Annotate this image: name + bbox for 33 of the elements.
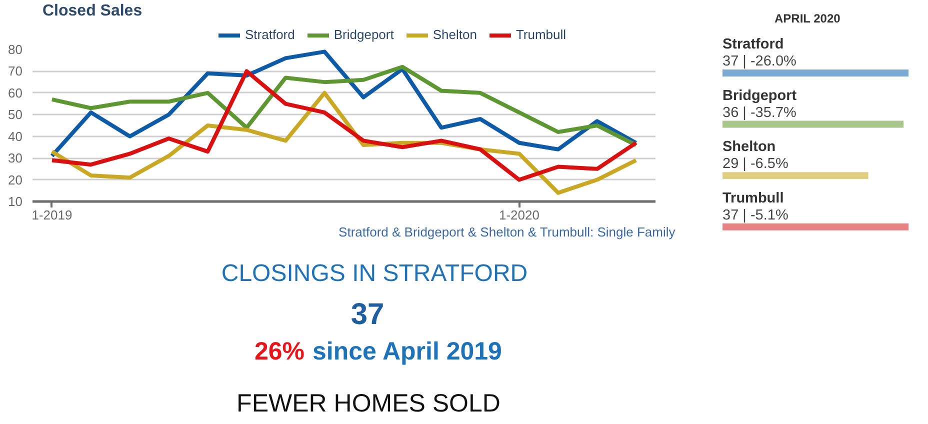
y-tick-label: 30 — [8, 150, 23, 166]
data-label: 29 | -6.5% — [722, 156, 788, 172]
x-tick-label: 1-2019 — [32, 208, 72, 222]
line-series — [50, 69, 638, 182]
data-label: 37 | -5.1% — [722, 207, 788, 224]
text: since April 2019 — [312, 338, 502, 366]
data-label: 37 | -26.0% — [722, 54, 796, 70]
y-tick-label: Trumbull — [722, 190, 784, 206]
chart-title: Closed Sales — [42, 2, 142, 20]
text: CLOSINGS IN STRATFORD — [221, 260, 528, 287]
x-tick-label: 1-2020 — [498, 208, 540, 222]
y-tick-label: Bridgeport — [722, 88, 797, 104]
text: 37 — [350, 298, 384, 331]
y-tick-label: 50 — [8, 107, 23, 122]
y-tick-label: Stratford — [722, 36, 784, 52]
y-tick-label: 70 — [8, 64, 23, 79]
data-label: 36 | -35.7% — [722, 104, 796, 121]
y-tick-label: 20 — [8, 172, 23, 188]
legend-label: Trumbull — [516, 27, 566, 42]
legend-label: Bridgeport — [334, 27, 394, 42]
line-series — [50, 50, 638, 158]
legend-label: Shelton — [432, 27, 477, 42]
y-tick-label: Shelton — [722, 139, 776, 156]
y-tick-label: 60 — [8, 85, 23, 100]
chart-title: APRIL 2020 — [774, 12, 841, 26]
y-tick-label: 10 — [8, 194, 23, 209]
text: 26% — [254, 338, 305, 366]
y-tick-label: 80 — [8, 42, 23, 57]
legend-label: Stratford — [245, 27, 295, 42]
line-series — [50, 64, 638, 148]
y-tick-label: 40 — [8, 128, 23, 144]
text: Stratford & Bridgeport & Shelton & Trumbull: Single Family — [338, 224, 676, 240]
text: FEWER HOMES SOLD — [236, 390, 500, 418]
